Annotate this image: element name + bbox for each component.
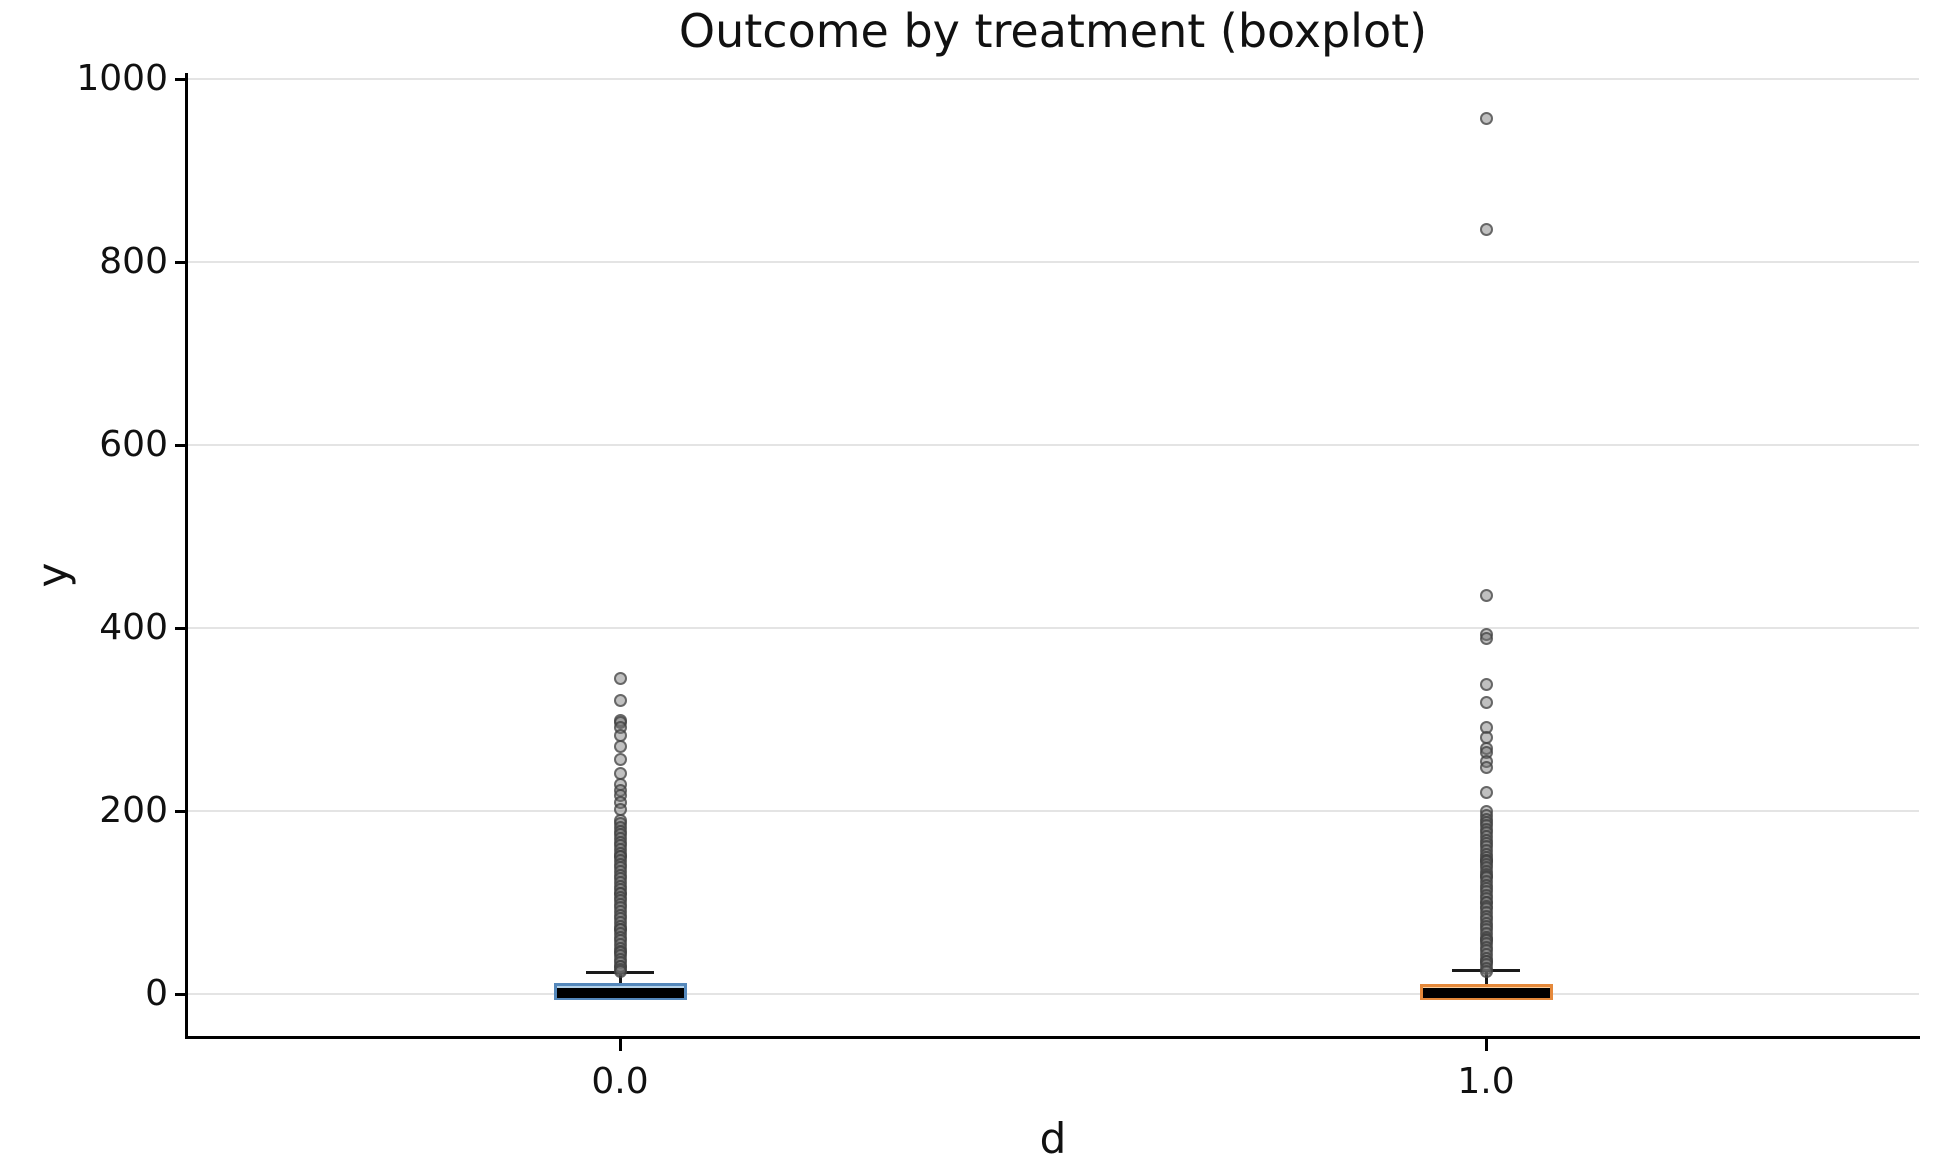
- outlier-point: [613, 693, 627, 707]
- y-tick-label: 0: [145, 973, 168, 1014]
- outlier-point: [1479, 111, 1493, 125]
- y-tick-mark: [175, 443, 187, 447]
- x-axis-spine: [185, 1036, 1920, 1039]
- y-tick-label: 400: [99, 607, 168, 648]
- y-tick-mark: [175, 809, 187, 813]
- y-tick-label: 1000: [76, 58, 168, 99]
- outlier-point: [613, 964, 627, 978]
- outlier-point: [1479, 222, 1493, 236]
- outlier-point: [1479, 589, 1493, 603]
- gridline: [187, 627, 1919, 629]
- outlier-point: [613, 753, 627, 767]
- outlier-point: [613, 740, 627, 754]
- outlier-point: [1479, 695, 1493, 709]
- y-tick-mark: [175, 626, 187, 630]
- outlier-point: [1479, 786, 1493, 800]
- x-tick-mark: [1484, 1039, 1488, 1051]
- x-tick-label: 1.0: [1457, 1061, 1515, 1102]
- gridline: [187, 261, 1919, 263]
- outlier-point: [613, 671, 627, 685]
- median-line: [1422, 987, 1550, 998]
- y-tick-mark: [175, 77, 187, 81]
- chart-title: Outcome by treatment (boxplot): [678, 4, 1428, 58]
- y-tick-label: 200: [99, 790, 168, 831]
- median-line: [556, 987, 684, 998]
- y-tick-mark: [175, 992, 187, 996]
- x-tick-mark: [618, 1039, 622, 1051]
- outlier-point: [1479, 678, 1493, 692]
- x-axis-label: d: [1039, 1114, 1067, 1163]
- x-tick-label: 0.0: [591, 1061, 649, 1102]
- gridline: [187, 444, 1919, 446]
- y-axis-spine: [185, 73, 188, 1037]
- gridline: [187, 810, 1919, 812]
- y-tick-label: 600: [99, 424, 168, 465]
- y-tick-mark: [175, 260, 187, 264]
- gridline: [187, 993, 1919, 995]
- outlier-point: [1479, 631, 1493, 645]
- y-tick-label: 800: [99, 241, 168, 282]
- whisker-line: [618, 972, 622, 984]
- outlier-point: [1479, 761, 1493, 775]
- outlier-point: [1479, 964, 1493, 978]
- gridline: [187, 78, 1919, 80]
